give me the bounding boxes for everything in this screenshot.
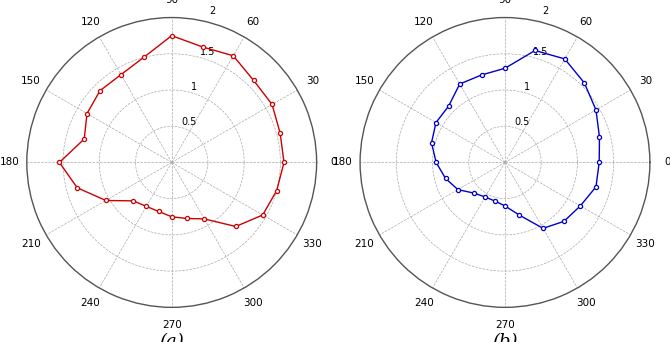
Text: (a): (a) xyxy=(159,333,184,342)
Text: (b): (b) xyxy=(492,333,518,342)
Text: 2: 2 xyxy=(543,6,549,16)
Text: 2: 2 xyxy=(209,6,215,16)
